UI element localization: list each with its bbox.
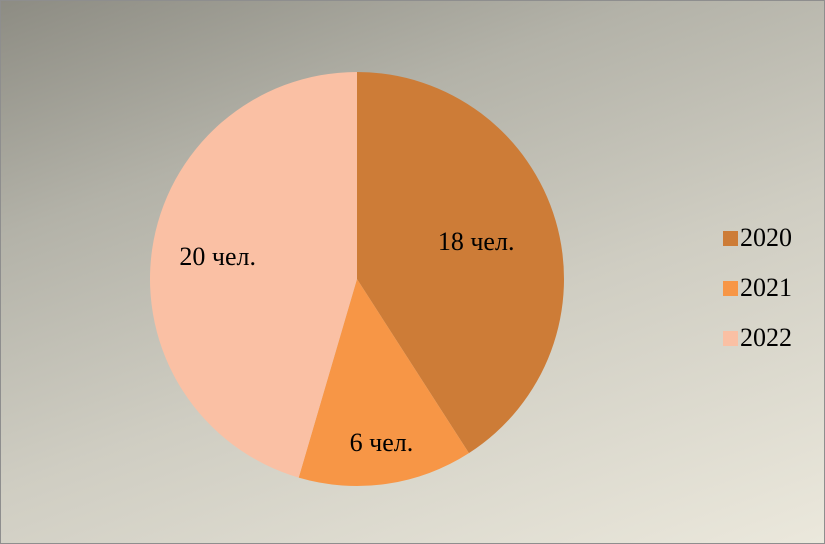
data-label-2022: 20 чел.	[179, 242, 256, 271]
legend-label-2021: 2021	[740, 273, 792, 302]
pie-slice-2021	[298, 279, 469, 486]
legend-swatch-2021	[723, 280, 738, 296]
pie-slice-2020	[357, 72, 564, 454]
legend-item-2022: 2022	[723, 313, 792, 363]
legend-swatch-2020	[723, 230, 738, 246]
legend-item-2021: 2021	[723, 263, 792, 313]
legend-item-2020: 2020	[723, 213, 792, 263]
legend: 2020 2021 2022	[723, 213, 792, 363]
data-label-2020: 18 чел.	[438, 227, 515, 256]
legend-label-2022: 2022	[740, 323, 792, 352]
legend-label-2020: 2020	[740, 223, 792, 252]
data-label-2021: 6 чел.	[350, 428, 414, 457]
pie-slice-2022	[150, 72, 357, 478]
legend-swatch-2022	[723, 330, 738, 346]
